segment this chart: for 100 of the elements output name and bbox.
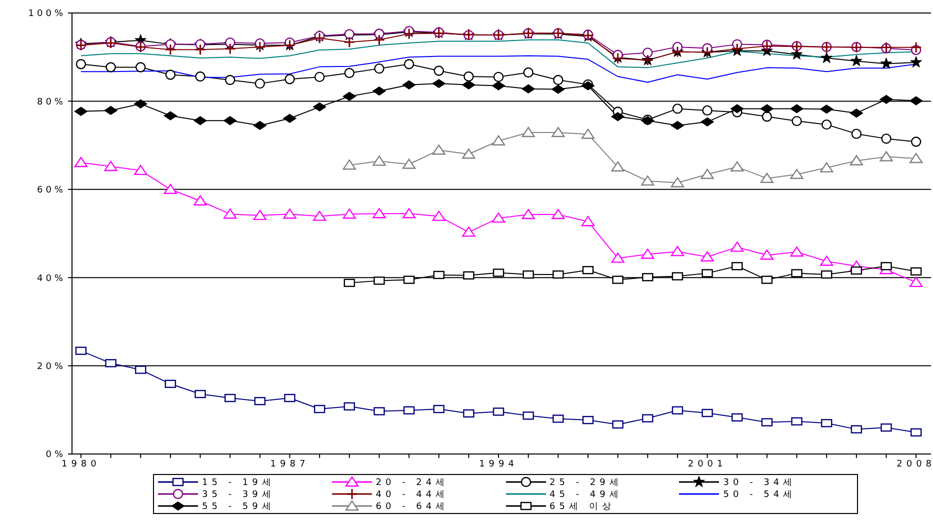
point xyxy=(700,117,714,126)
legend-label: 25 - 29세 xyxy=(550,476,622,488)
point xyxy=(670,246,684,256)
legend-label: 60 - 64세 xyxy=(376,500,449,512)
point xyxy=(374,276,385,285)
point xyxy=(164,111,177,120)
point xyxy=(403,276,415,284)
point xyxy=(670,120,684,130)
point xyxy=(434,66,444,76)
point xyxy=(372,86,386,96)
point xyxy=(581,128,595,139)
point xyxy=(313,102,326,112)
point xyxy=(104,106,118,115)
point xyxy=(552,270,564,279)
point xyxy=(820,52,833,64)
point xyxy=(432,144,446,155)
point xyxy=(463,271,474,280)
y-tick-label: 100% xyxy=(28,9,66,20)
point xyxy=(881,134,892,144)
point xyxy=(492,408,504,416)
point xyxy=(820,104,834,114)
point xyxy=(552,84,565,94)
point xyxy=(792,116,802,126)
point xyxy=(402,80,416,90)
point xyxy=(821,419,832,428)
x-tick-label: 1987 xyxy=(270,459,310,470)
point xyxy=(492,268,504,277)
point xyxy=(760,250,774,260)
point xyxy=(433,404,444,414)
point xyxy=(464,71,474,82)
point xyxy=(312,210,326,221)
point xyxy=(612,276,624,284)
point xyxy=(344,402,355,410)
point xyxy=(314,32,326,44)
point xyxy=(702,408,713,418)
point xyxy=(820,162,834,172)
point xyxy=(224,42,236,54)
point xyxy=(342,208,356,219)
point xyxy=(791,417,802,426)
point xyxy=(402,158,416,169)
point xyxy=(493,72,504,82)
point xyxy=(134,99,148,108)
point xyxy=(790,246,804,257)
point xyxy=(404,59,414,70)
point xyxy=(254,41,266,53)
point xyxy=(909,152,923,164)
point xyxy=(850,266,862,275)
point xyxy=(522,412,534,420)
point xyxy=(612,420,624,429)
point xyxy=(283,114,296,123)
point xyxy=(730,161,744,172)
point xyxy=(611,252,624,263)
point xyxy=(433,270,444,280)
point xyxy=(909,276,923,288)
legend-label: 50 - 54세 xyxy=(723,488,796,500)
point xyxy=(880,151,893,162)
x-tick-label: 1980 xyxy=(61,459,100,470)
point xyxy=(552,414,564,423)
point xyxy=(314,404,326,414)
point xyxy=(641,248,654,259)
point xyxy=(104,160,118,172)
point xyxy=(522,84,535,94)
point xyxy=(582,416,594,424)
point xyxy=(730,242,744,252)
point xyxy=(732,262,743,270)
point xyxy=(522,270,534,279)
point xyxy=(760,172,774,183)
point xyxy=(760,104,774,114)
point xyxy=(611,112,624,122)
point xyxy=(850,108,863,118)
point xyxy=(284,74,295,84)
legend-label: 55 - 59세 xyxy=(202,500,275,512)
point xyxy=(254,78,266,89)
x-tick-label: 1994 xyxy=(479,459,518,470)
point xyxy=(642,414,654,422)
point xyxy=(672,406,684,414)
point xyxy=(700,168,714,180)
point xyxy=(164,380,176,388)
point xyxy=(134,164,148,176)
point xyxy=(374,63,384,74)
point xyxy=(730,104,744,114)
x-tick-label: 2001 xyxy=(688,459,727,470)
point xyxy=(106,62,116,72)
point xyxy=(670,177,684,188)
point xyxy=(611,161,624,172)
point xyxy=(164,44,176,56)
point xyxy=(761,418,773,426)
point xyxy=(194,390,206,398)
point xyxy=(463,409,474,418)
y-tick-label: 40% xyxy=(36,274,66,284)
point xyxy=(822,119,832,130)
point xyxy=(224,116,237,126)
point xyxy=(372,156,386,166)
point xyxy=(910,42,922,54)
legend-label: 45 - 49세 xyxy=(550,488,622,500)
point xyxy=(76,59,86,70)
point xyxy=(880,423,892,432)
point xyxy=(492,212,506,223)
point xyxy=(432,210,446,221)
point xyxy=(880,94,893,104)
